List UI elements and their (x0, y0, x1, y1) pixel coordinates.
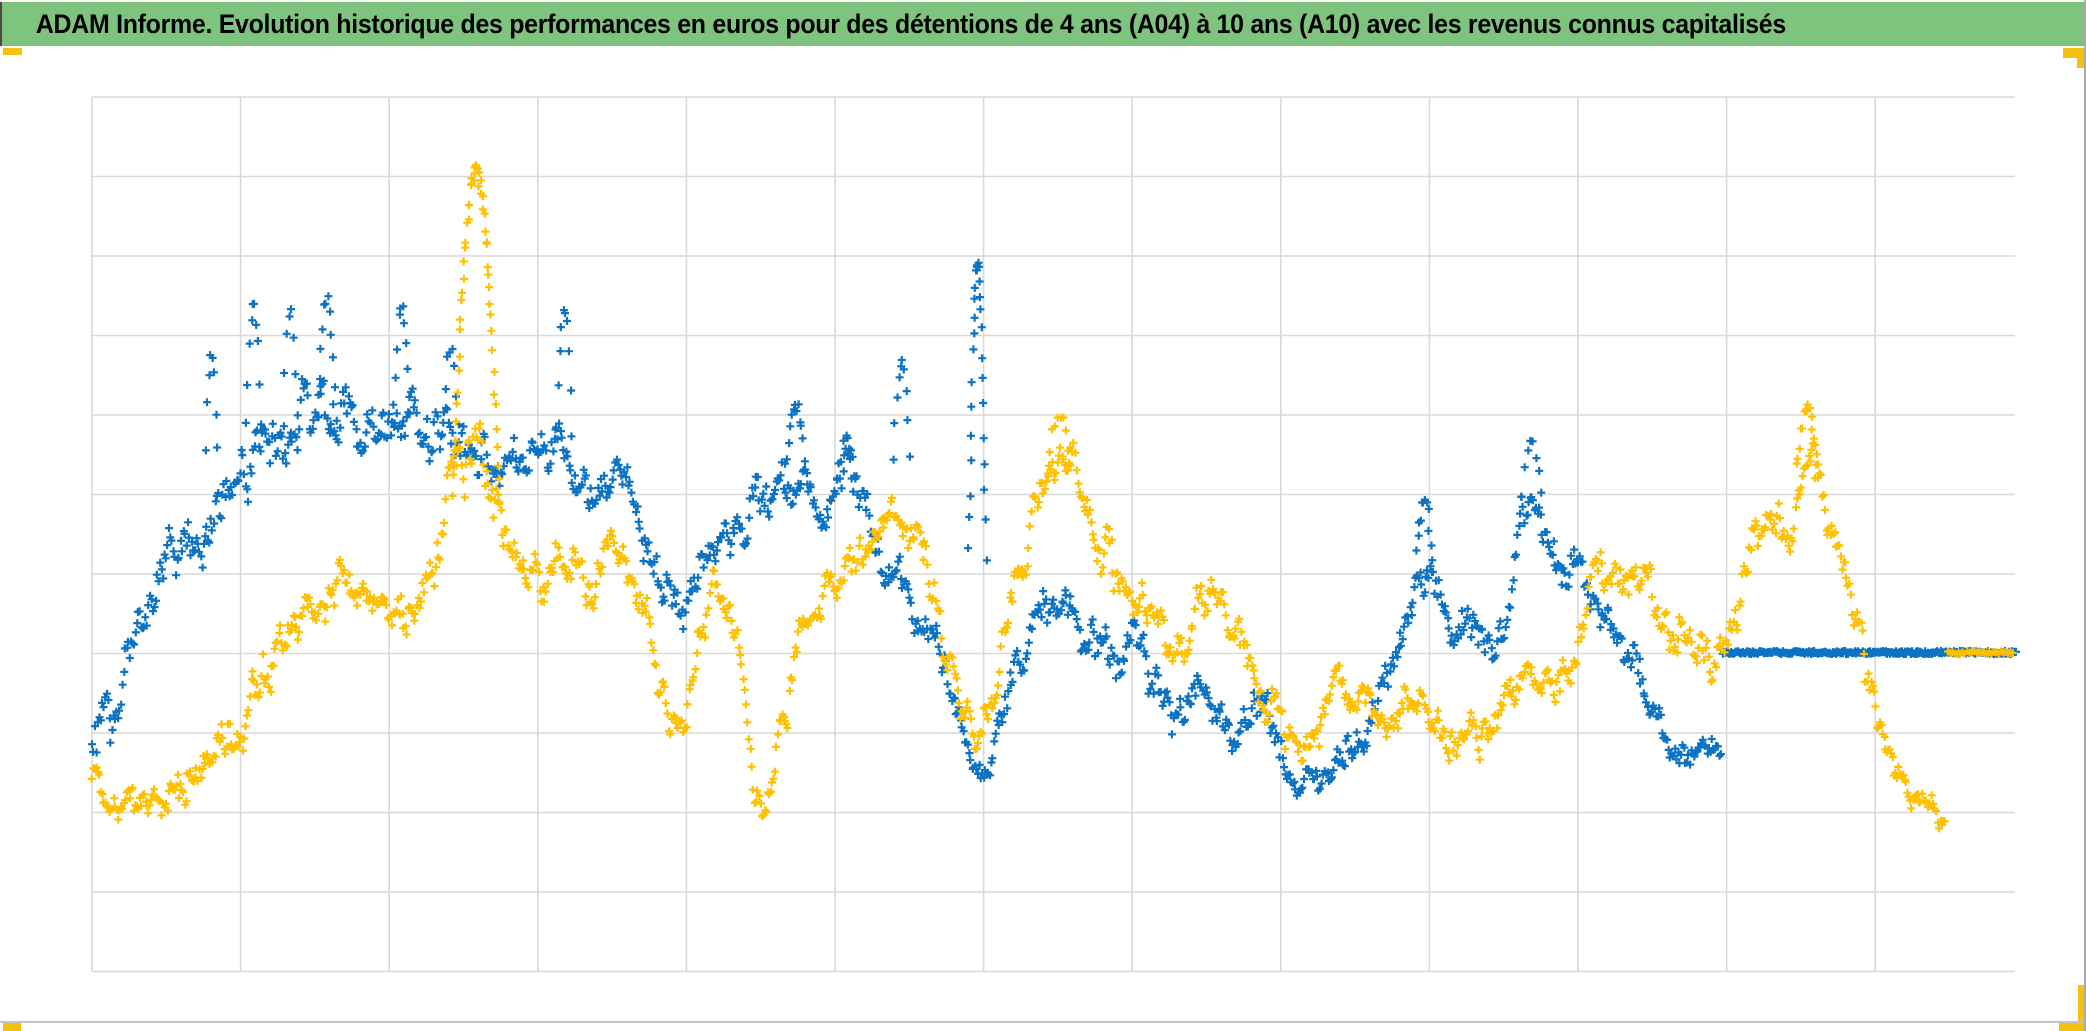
right-edge-line (2084, 0, 2086, 1031)
scatter-points-serie-jaune (87, 161, 2017, 833)
left-edge-sliver (0, 2, 2, 46)
corner-handle-top-right-v[interactable] (2077, 48, 2084, 68)
chart-series-points (87, 161, 2020, 833)
corner-handle-bottom-right-v[interactable] (2078, 985, 2085, 1031)
bottom-divider (0, 1021, 2086, 1023)
corner-handle-bottom-right-h[interactable] (2059, 1022, 2085, 1031)
scatter-points-serie-bleue (88, 258, 2020, 800)
corner-handle-bottom-left[interactable] (3, 1022, 21, 1031)
chart-gridlines (91, 96, 2015, 973)
title-bar: ADAM Informe. Evolution historique des p… (2, 2, 2084, 46)
corner-handle-top-right-h[interactable] (2063, 48, 2084, 58)
page-title: ADAM Informe. Evolution historique des p… (35, 8, 1786, 39)
corner-handle-top-left[interactable] (3, 48, 22, 55)
